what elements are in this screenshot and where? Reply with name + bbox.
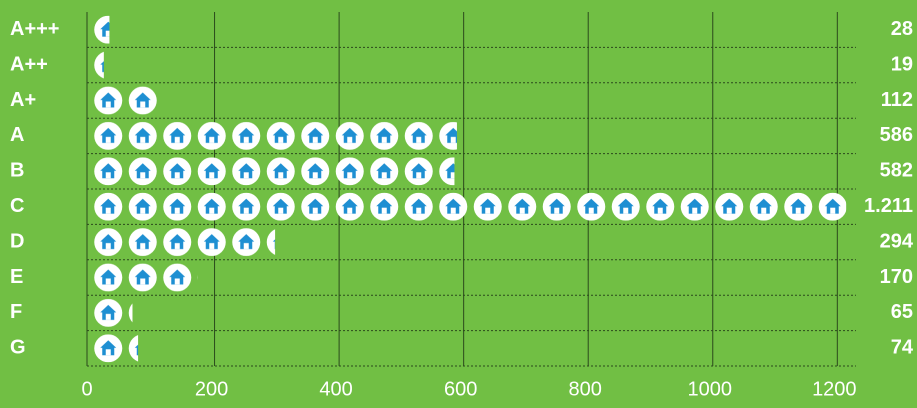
value-label: 582 bbox=[880, 160, 913, 182]
category-label: D bbox=[10, 230, 24, 252]
icon-bar bbox=[92, 192, 847, 221]
category-label: A+++ bbox=[10, 18, 59, 40]
category-label: G bbox=[10, 337, 26, 359]
x-tick-label: 200 bbox=[195, 378, 228, 400]
x-tick-label: 1000 bbox=[688, 378, 733, 400]
icon-bar bbox=[92, 15, 110, 44]
icon-bar bbox=[92, 157, 455, 186]
category-label: C bbox=[10, 195, 24, 217]
x-tick-label: 0 bbox=[81, 378, 92, 400]
category-label: E bbox=[10, 266, 23, 288]
value-label: 294 bbox=[880, 230, 914, 252]
value-label: 65 bbox=[891, 301, 913, 323]
value-label: 1.211 bbox=[864, 195, 913, 217]
icon-bar bbox=[92, 121, 457, 150]
category-label: B bbox=[10, 160, 24, 182]
category-label: F bbox=[10, 301, 22, 323]
value-label: 112 bbox=[881, 89, 913, 111]
icon-bar bbox=[92, 334, 139, 363]
value-label: 586 bbox=[880, 124, 913, 146]
x-tick-label: 1200 bbox=[812, 378, 857, 400]
x-tick-label: 400 bbox=[319, 378, 352, 400]
icon-bar bbox=[92, 298, 133, 327]
icon-bar bbox=[92, 263, 198, 292]
category-label: A+ bbox=[10, 89, 36, 111]
value-label: 19 bbox=[891, 53, 913, 75]
x-tick-label: 600 bbox=[444, 378, 477, 400]
value-label: 74 bbox=[891, 337, 914, 359]
icon-bar bbox=[92, 228, 276, 257]
icon-bar bbox=[92, 51, 104, 80]
value-label: 28 bbox=[891, 18, 913, 40]
value-label: 170 bbox=[880, 266, 913, 288]
category-label: A++ bbox=[10, 53, 48, 75]
category-label: A bbox=[10, 124, 24, 146]
icon-bar bbox=[92, 86, 162, 115]
x-tick-label: 800 bbox=[569, 378, 602, 400]
